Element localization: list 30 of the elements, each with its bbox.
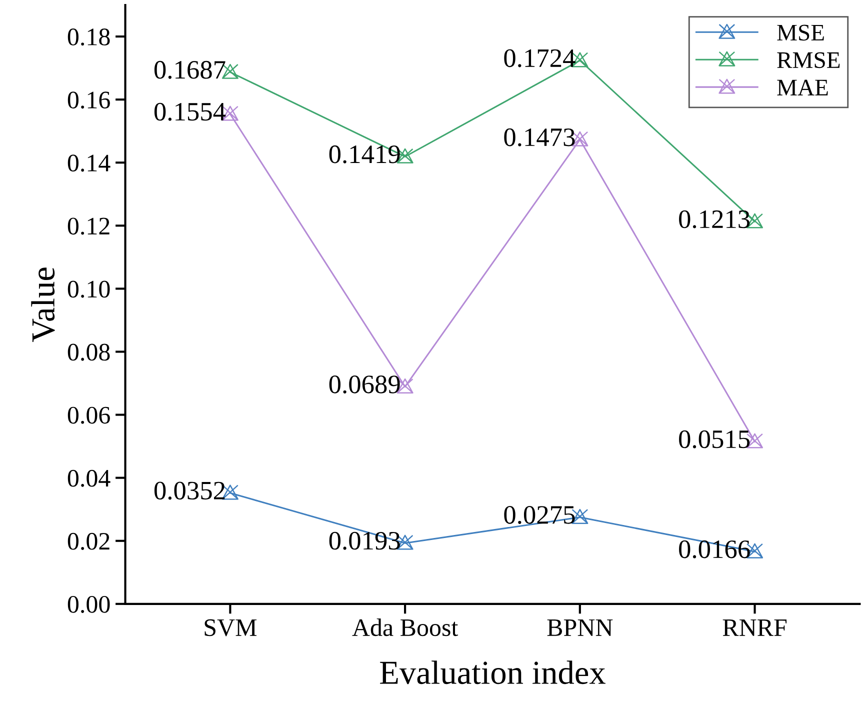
data-label: 0.0515 bbox=[679, 430, 750, 448]
x-tick-label: RNRF bbox=[722, 619, 787, 636]
x-tick-label: Ada Boost bbox=[352, 618, 458, 636]
data-label: 0.1419 bbox=[329, 145, 400, 164]
y-axis-title: Value bbox=[31, 268, 55, 342]
legend-label: RMSE bbox=[777, 52, 840, 68]
x-tick-label: SVM bbox=[204, 619, 257, 636]
data-label: 0.1213 bbox=[679, 210, 750, 228]
y-tick-label: 0.00 bbox=[68, 596, 110, 613]
y-tick-label: 0.02 bbox=[68, 532, 110, 550]
y-tick-label: 0.16 bbox=[68, 92, 110, 109]
legend-label: MAE bbox=[777, 80, 828, 96]
y-tick-label: 0.04 bbox=[68, 470, 110, 487]
y-tick-label: 0.12 bbox=[68, 218, 110, 235]
y-tick-label: 0.18 bbox=[68, 28, 110, 46]
data-label: 0.0689 bbox=[329, 376, 400, 394]
data-label: 0.1687 bbox=[154, 60, 226, 79]
y-tick-label: 0.08 bbox=[68, 344, 110, 361]
legend-label: MSE bbox=[777, 24, 824, 41]
x-tick-label: BPNN bbox=[547, 619, 613, 636]
data-label: 0.1473 bbox=[504, 128, 575, 146]
data-label: 0.1554 bbox=[154, 102, 226, 121]
y-tick-label: 0.06 bbox=[68, 406, 110, 424]
x-axis-title: Evaluation index bbox=[380, 660, 606, 684]
data-label: 0.0193 bbox=[329, 532, 400, 550]
y-tick-label: 0.10 bbox=[68, 280, 110, 298]
data-label: 0.1724 bbox=[504, 49, 576, 68]
data-label: 0.0352 bbox=[154, 482, 225, 500]
y-tick-label: 0.14 bbox=[68, 154, 110, 172]
data-label: 0.0275 bbox=[504, 506, 575, 524]
